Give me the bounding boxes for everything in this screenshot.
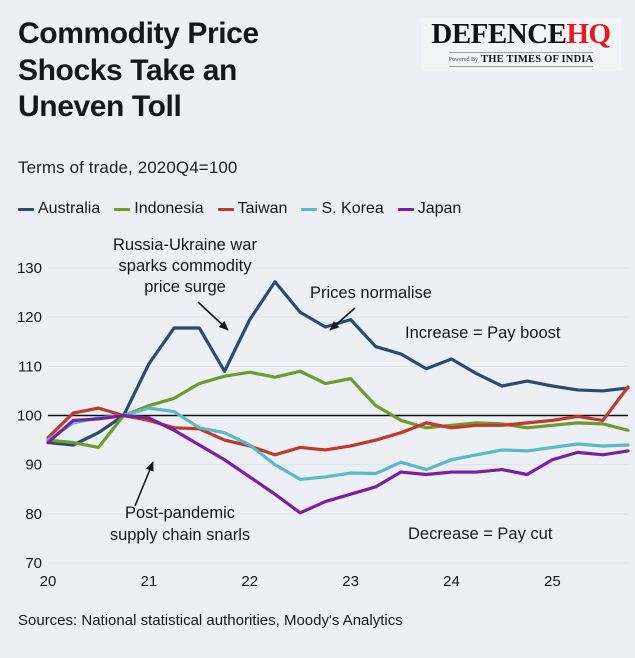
legend-swatch-skorea bbox=[301, 207, 318, 211]
series-line-taiwan bbox=[46, 385, 630, 457]
annotation-prices-normalise-arrow bbox=[329, 307, 356, 331]
annotation-post-pandemic-line-1: Post-pandemic bbox=[125, 504, 235, 522]
annotation-increase-pay-boost: Increase = Pay boost bbox=[405, 324, 561, 342]
y-tick-80: 80 bbox=[25, 506, 42, 523]
annotation-war-line-2: sparks commodity bbox=[119, 257, 253, 275]
title-line-1: Commodity Price bbox=[18, 17, 259, 50]
logo-publisher-line: Powered By THE TIMES OF INDIA bbox=[448, 52, 594, 67]
x-tick-25: 25 bbox=[544, 573, 561, 590]
x-tick-21: 21 bbox=[141, 573, 158, 590]
legend-label-taiwan: Taiwan bbox=[237, 200, 288, 217]
y-tick-130: 130 bbox=[17, 260, 42, 277]
legend-label-japan: Japan bbox=[417, 200, 462, 217]
annotation-war-line-3: price surge bbox=[144, 278, 226, 296]
x-tick-22: 22 bbox=[241, 573, 258, 590]
annotation-decrease-pay-cut: Decrease = Pay cut bbox=[408, 525, 553, 543]
series-line-indonesia bbox=[46, 369, 630, 450]
chart-series-lines bbox=[46, 280, 630, 515]
logo-wordmark: DEFENCEHQ bbox=[423, 20, 619, 49]
title-line-3: Uneven Toll bbox=[18, 90, 182, 124]
annotation-war-arrow bbox=[197, 301, 229, 331]
y-tick-90: 90 bbox=[25, 457, 42, 474]
chart-area: 70 80 90 100 110 120 130 20 21 22 23 24 25 Russia-U… bbox=[0, 228, 635, 598]
annotation-post-pandemic-arrow bbox=[134, 461, 154, 507]
header: Commodity Price Shocks Take an Uneven To… bbox=[0, 0, 635, 196]
x-tick-20: 20 bbox=[40, 573, 57, 590]
y-tick-70: 70 bbox=[25, 555, 42, 572]
logo-defence-text: DEFENCE bbox=[431, 18, 567, 50]
series-line-s-korea bbox=[46, 406, 630, 482]
legend-item-australia[interactable]: Australia bbox=[18, 200, 100, 218]
annotation-war-line-1: Russia-Ukraine war bbox=[113, 236, 257, 254]
legend-item-taiwan[interactable]: Taiwan bbox=[217, 200, 288, 218]
series-line-japan bbox=[46, 413, 630, 515]
legend-swatch-japan bbox=[397, 207, 414, 211]
legend-swatch-australia bbox=[18, 207, 34, 211]
legend-item-japan[interactable]: Japan bbox=[397, 200, 462, 218]
x-axis-tick-labels: 20 21 22 23 24 25 bbox=[40, 573, 561, 590]
logo-powered-by: Powered By bbox=[448, 56, 479, 63]
x-tick-23: 23 bbox=[342, 573, 359, 590]
y-tick-120: 120 bbox=[17, 309, 42, 326]
legend-item-skorea[interactable]: S. Korea bbox=[301, 200, 384, 218]
legend-label-skorea: S. Korea bbox=[321, 200, 384, 217]
legend-label-australia: Australia bbox=[38, 200, 101, 217]
annotation-prices-normalise: Prices normalise bbox=[310, 284, 432, 302]
x-tick-24: 24 bbox=[443, 573, 460, 590]
terms-of-trade-line-chart: 70 80 90 100 110 120 130 20 21 22 23 24 25 Russia-U… bbox=[17, 236, 630, 590]
logo-publisher: THE TIMES OF INDIA bbox=[481, 54, 594, 65]
annotation-post-pandemic-line-2: supply chain snarls bbox=[110, 526, 250, 544]
legend-label-indonesia: Indonesia bbox=[134, 200, 204, 217]
chart-legend: Australia Indonesia Taiwan S. Korea Japa… bbox=[18, 200, 461, 218]
logo-hq-text: HQ bbox=[566, 18, 611, 50]
y-tick-110: 110 bbox=[18, 358, 42, 375]
legend-item-indonesia[interactable]: Indonesia bbox=[114, 200, 204, 218]
chart-annotations: Russia-Ukraine war sparks commodity price … bbox=[110, 236, 561, 544]
y-tick-100: 100 bbox=[17, 408, 42, 425]
legend-swatch-taiwan bbox=[217, 207, 234, 211]
defencehq-logo[interactable]: DEFENCEHQ Powered By THE TIMES OF INDIA bbox=[421, 18, 621, 71]
legend-swatch-indonesia bbox=[114, 207, 131, 211]
sources-note: Sources: National statistical authoritie… bbox=[18, 612, 403, 629]
y-axis-tick-labels: 70 80 90 100 110 120 130 bbox=[17, 260, 42, 572]
chart-subtitle: Terms of trade, 2020Q4=100 bbox=[18, 158, 238, 177]
page-title: Commodity Price Shocks Take an Uneven To… bbox=[18, 16, 398, 126]
title-line-2: Shocks Take an bbox=[18, 53, 237, 87]
